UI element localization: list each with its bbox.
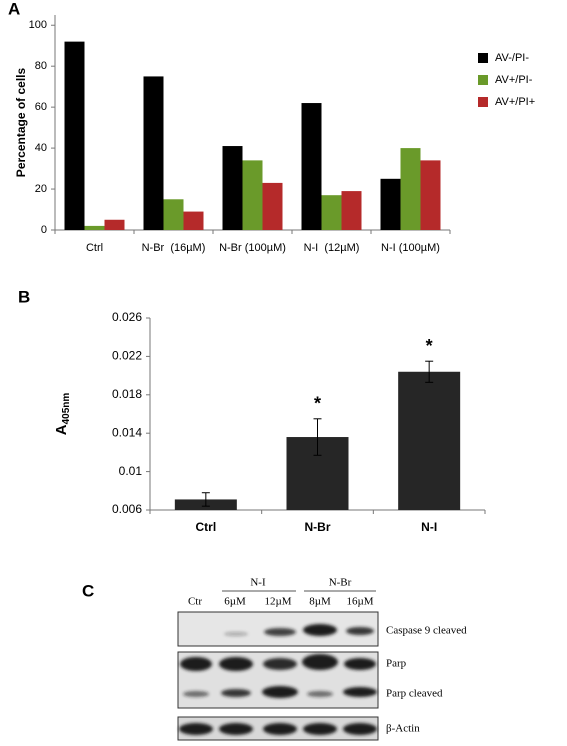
bar bbox=[398, 371, 461, 510]
x-tick-label: N-Br (16µM) bbox=[142, 242, 206, 254]
x-tick-label: N-Br bbox=[305, 520, 331, 534]
x-tick-label: N-Br (100µM) bbox=[219, 242, 286, 254]
y-tick-label: 0.026 bbox=[112, 310, 142, 324]
group-label: N-I bbox=[250, 577, 266, 589]
bar bbox=[420, 160, 441, 230]
bar bbox=[104, 219, 125, 230]
legend-label: AV+/PI- bbox=[495, 74, 533, 86]
legend-label: AV+/PI+ bbox=[495, 96, 535, 108]
bar bbox=[262, 182, 283, 230]
lane-label: 12µM bbox=[264, 596, 291, 608]
x-tick-label: N-I (12µM) bbox=[304, 242, 360, 254]
panel-label: A bbox=[8, 0, 20, 18]
x-tick-label: Ctrl bbox=[86, 242, 103, 254]
y-tick-label: 80 bbox=[35, 60, 47, 72]
bar bbox=[341, 191, 362, 230]
panel-label: B bbox=[18, 287, 30, 306]
y-tick-label: 0.01 bbox=[119, 464, 143, 478]
lane-label: 16µM bbox=[346, 596, 373, 608]
bar bbox=[84, 225, 105, 230]
error-bar bbox=[425, 360, 434, 383]
y-axis-label: A405nm bbox=[53, 393, 72, 436]
significance: * bbox=[314, 394, 321, 414]
bar bbox=[163, 199, 184, 230]
y-tick-label: 0.022 bbox=[112, 349, 142, 363]
bands bbox=[179, 624, 377, 735]
error-bar bbox=[313, 418, 322, 456]
bar bbox=[380, 178, 401, 230]
bar bbox=[183, 211, 204, 230]
significance: * bbox=[426, 336, 433, 356]
y-axis-label-text: A bbox=[53, 424, 70, 435]
y-tick-label: 0 bbox=[41, 224, 47, 236]
y-tick-label: 60 bbox=[35, 101, 47, 113]
x-tick-label: Ctrl bbox=[195, 520, 216, 534]
row-label: β-Actin bbox=[386, 723, 420, 735]
bar bbox=[321, 195, 342, 230]
y-axis-label: Percentage of cells bbox=[14, 67, 28, 177]
legend-swatch bbox=[478, 53, 488, 63]
bar bbox=[143, 76, 164, 230]
group-label: N-Br bbox=[329, 577, 352, 589]
y-axis-label-sub: 405nm bbox=[61, 393, 72, 425]
row-label: Parp cleaved bbox=[386, 688, 443, 700]
y-tick-label: 40 bbox=[35, 142, 47, 154]
legend-swatch bbox=[478, 75, 488, 85]
y-tick-label: 0.006 bbox=[112, 502, 142, 516]
x-tick-label: N-I bbox=[421, 520, 437, 534]
y-tick-label: 100 bbox=[29, 19, 47, 31]
bar bbox=[64, 41, 85, 230]
blot-strip bbox=[177, 651, 379, 709]
y-tick-label: 20 bbox=[35, 183, 47, 195]
y-axis-label-text: Percentage of cells bbox=[14, 67, 28, 177]
legend-label: AV-/PI- bbox=[495, 52, 529, 64]
legend-swatch bbox=[478, 97, 488, 107]
bar bbox=[400, 148, 421, 230]
y-tick-label: 0.018 bbox=[112, 387, 142, 401]
y-tick-label: 0.014 bbox=[112, 425, 142, 439]
x-tick-label: N-I (100µM) bbox=[381, 242, 440, 254]
blot: C N-I N-Br Ctr 6µM 12µM 8µM 16µM bbox=[82, 577, 467, 741]
bar bbox=[222, 146, 243, 230]
lane-label: 6µM bbox=[224, 596, 246, 608]
panel-label: C bbox=[82, 581, 94, 600]
lane-label: 8µM bbox=[309, 596, 331, 608]
bar bbox=[242, 160, 263, 230]
lane-label: Ctr bbox=[188, 596, 202, 608]
bar bbox=[301, 103, 322, 230]
error-bar bbox=[201, 492, 210, 507]
row-label: Parp bbox=[386, 658, 407, 670]
row-label: Caspase 9 cleaved bbox=[386, 625, 467, 637]
